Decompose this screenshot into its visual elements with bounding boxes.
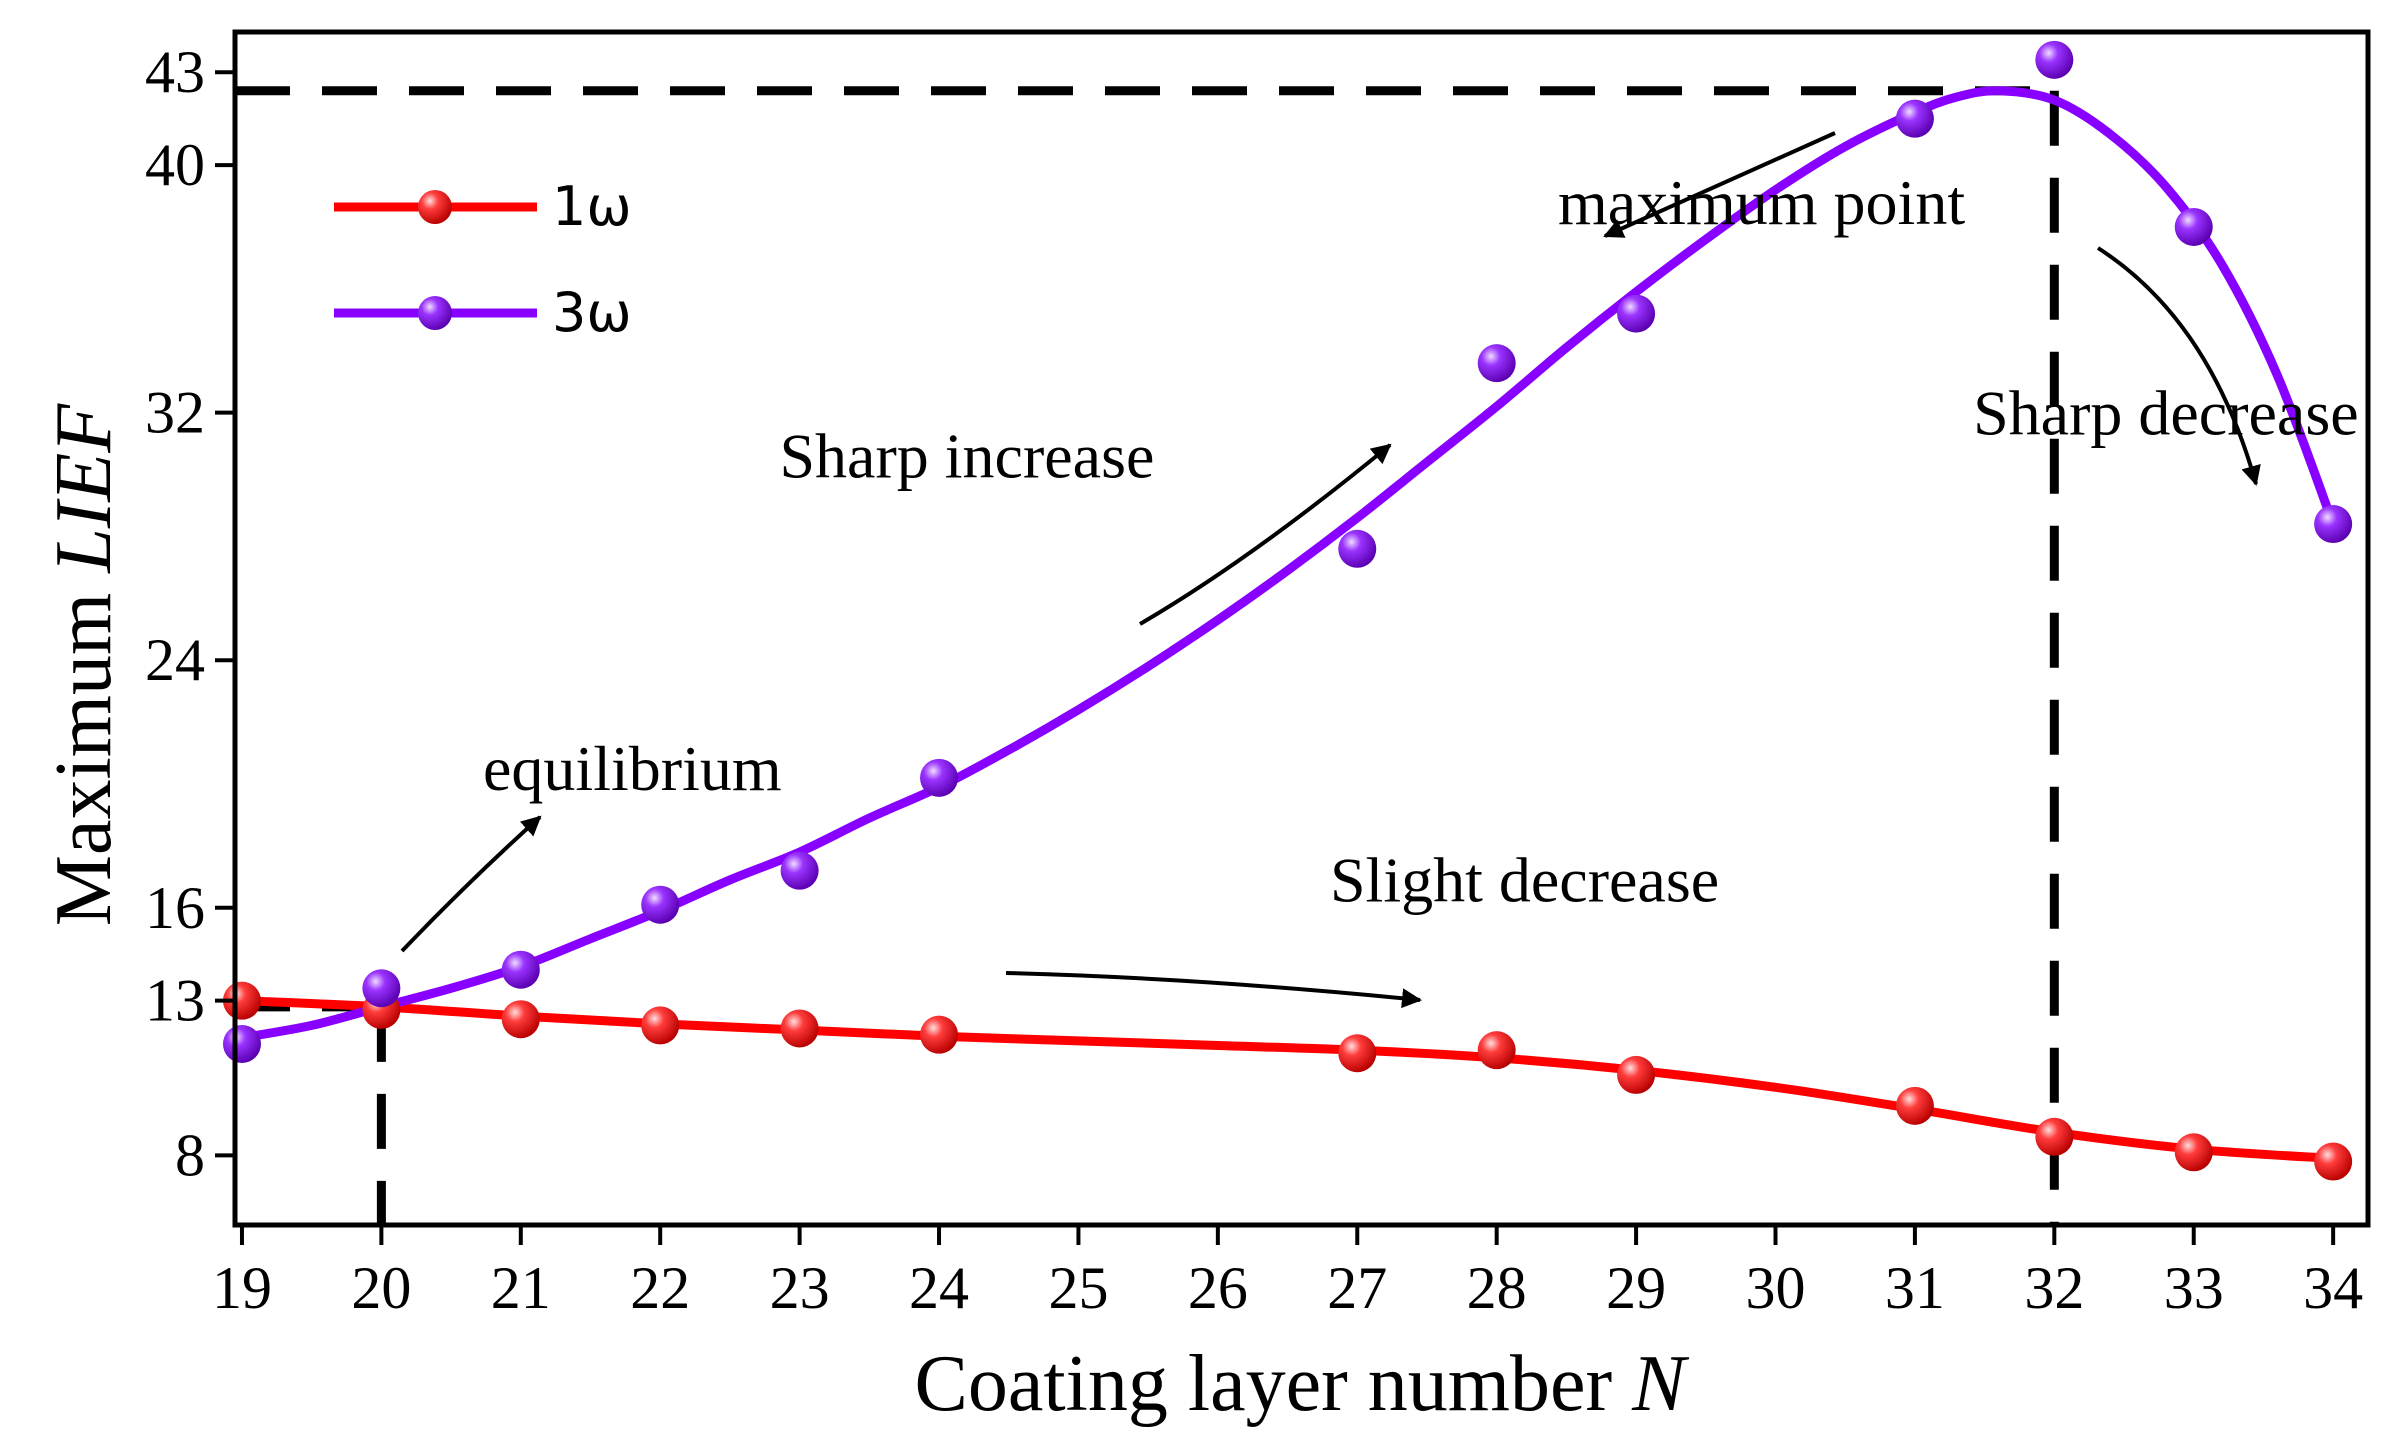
annotation-label: equilibrium xyxy=(483,733,782,804)
arrow-sharp-increase xyxy=(1138,443,1392,626)
series-curves xyxy=(237,86,2338,1163)
legend-marker-1w xyxy=(418,190,452,224)
x-tick-label: 34 xyxy=(2303,1255,2363,1321)
x-tick-label: 28 xyxy=(1467,1255,1527,1321)
plot-frame xyxy=(232,29,2371,1228)
x-tick-label: 23 xyxy=(770,1255,830,1321)
data-point-3w xyxy=(2174,207,2213,246)
y-tick-label: 13 xyxy=(145,968,205,1034)
data-point-3w xyxy=(2314,505,2353,544)
legend: 1ω 3ω xyxy=(334,175,632,344)
data-point-3w xyxy=(362,969,401,1008)
data-point-1w xyxy=(780,1009,819,1048)
data-point-1w xyxy=(641,1006,680,1045)
series-line-1w xyxy=(237,996,2338,1163)
data-point-1w xyxy=(2314,1142,2353,1181)
x-tick-label: 31 xyxy=(1885,1255,1945,1321)
data-point-1w xyxy=(1617,1055,1656,1094)
data-point-1w xyxy=(2174,1133,2213,1172)
axis-ticks: 19 20 21 22 23 24 25 26 27 28 29 30 31 32 33 34 8 13 16 24 3… xyxy=(145,39,2363,1321)
data-point-3w xyxy=(1477,344,1516,383)
x-tick-label: 24 xyxy=(909,1255,969,1321)
data-point-3w xyxy=(2035,40,2074,79)
arrow-sharp-decrease xyxy=(2096,246,2261,486)
annotation-label: Slight decrease xyxy=(1330,845,1719,916)
x-tick-label: 27 xyxy=(1327,1255,1387,1321)
data-point-3w xyxy=(1338,529,1377,568)
y-tick-label: 32 xyxy=(145,380,205,446)
legend-marker-3w xyxy=(418,296,452,330)
y-tick-label: 40 xyxy=(145,132,205,198)
y-tick-label: 43 xyxy=(145,39,205,105)
legend-item-1w: 1ω xyxy=(334,175,632,238)
arrow-maximum-point xyxy=(1603,131,1836,238)
data-point-3w xyxy=(1895,99,1934,138)
data-point-3w xyxy=(641,885,680,924)
x-axis-title: Coating layer number N xyxy=(915,1340,1691,1428)
y-tick-label: 8 xyxy=(175,1122,205,1188)
x-tick-label: 25 xyxy=(1048,1255,1108,1321)
x-tick-label: 22 xyxy=(630,1255,690,1321)
arrow-slight-decrease xyxy=(1005,971,1422,1009)
x-tick-label: 32 xyxy=(2024,1255,2084,1321)
reference-lines xyxy=(235,86,2059,1225)
legend-label-1w: 1ω xyxy=(552,175,632,238)
data-point-1w xyxy=(920,1015,959,1054)
series-line-3w xyxy=(237,86,2338,1043)
y-axis-title: Maximum LIEF xyxy=(40,403,128,926)
x-tick-label: 26 xyxy=(1188,1255,1248,1321)
annotations: maximum point Sharp increase Sharp decreas… xyxy=(483,167,2359,916)
data-point-3w xyxy=(1617,294,1656,333)
y-tick-label: 16 xyxy=(145,875,205,941)
data-point-3w xyxy=(222,1024,261,1063)
data-point-1w xyxy=(2035,1117,2074,1156)
data-point-1w xyxy=(222,981,261,1020)
data-point-1w xyxy=(1477,1031,1516,1070)
arrow-equilibrium xyxy=(400,815,542,953)
annotation-label: Sharp decrease xyxy=(1973,377,2359,448)
data-point-1w xyxy=(1338,1034,1377,1073)
y-tick-label: 24 xyxy=(145,627,205,693)
data-point-1w xyxy=(501,1000,540,1039)
annotation-label: maximum point xyxy=(1558,167,1965,238)
x-tick-label: 29 xyxy=(1606,1255,1666,1321)
x-tick-label: 30 xyxy=(1746,1255,1806,1321)
legend-label-3w: 3ω xyxy=(552,281,632,344)
data-point-3w xyxy=(780,851,819,890)
annotation-label: Sharp increase xyxy=(779,421,1154,492)
series-markers xyxy=(222,40,2353,1181)
x-tick-label: 33 xyxy=(2164,1255,2224,1321)
data-point-3w xyxy=(920,758,959,797)
legend-item-3w: 3ω xyxy=(334,281,632,344)
x-tick-label: 19 xyxy=(212,1255,272,1321)
data-point-1w xyxy=(1895,1086,1934,1125)
x-tick-label: 21 xyxy=(491,1255,551,1321)
annotation-arrows xyxy=(400,131,2261,1009)
x-tick-label: 20 xyxy=(351,1255,411,1321)
data-point-3w xyxy=(501,950,540,989)
